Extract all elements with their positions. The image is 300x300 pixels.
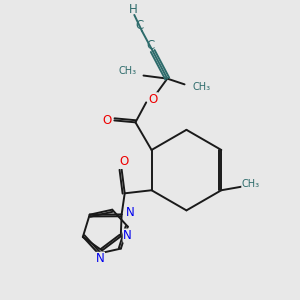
- Text: C: C: [146, 39, 154, 52]
- Text: O: O: [148, 93, 158, 106]
- Text: O: O: [119, 155, 128, 168]
- Text: C: C: [136, 19, 144, 32]
- Text: CH₃: CH₃: [242, 179, 260, 190]
- Text: N: N: [96, 252, 104, 266]
- Text: N: N: [123, 229, 132, 242]
- Text: N: N: [126, 206, 134, 219]
- Text: CH₃: CH₃: [118, 66, 136, 76]
- Text: O: O: [102, 114, 111, 127]
- Text: H: H: [128, 3, 137, 16]
- Text: CH₃: CH₃: [192, 82, 210, 92]
